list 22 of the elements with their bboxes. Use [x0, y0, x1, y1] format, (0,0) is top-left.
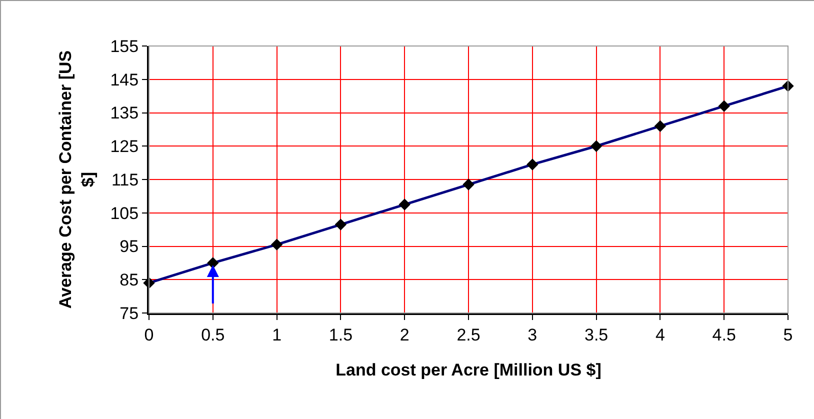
x-tick-label: 4.5 — [712, 325, 736, 344]
y-tick-label: 125 — [110, 137, 139, 156]
y-tick-label: 145 — [110, 70, 139, 90]
y-tick-label: 135 — [110, 104, 139, 123]
x-tick-label: 5 — [783, 325, 793, 344]
x-tick-label: 2.5 — [456, 325, 480, 344]
x-tick-label: 2 — [400, 325, 410, 344]
y-tick-label: 95 — [120, 237, 139, 256]
x-tick-label: 1 — [272, 325, 282, 344]
y-tick-label: 75 — [120, 304, 139, 323]
y-tick-label: 155 — [110, 36, 139, 56]
y-tick-label: 85 — [120, 270, 139, 290]
x-tick-label: 1.5 — [328, 325, 353, 344]
x-tick-label: 4 — [655, 325, 665, 344]
y-tick-label: 105 — [110, 204, 139, 223]
x-tick-label: 3.5 — [584, 325, 608, 344]
x-axis-title: Land cost per Acre [Million US $] — [336, 360, 602, 380]
x-tick-label: 0.5 — [201, 325, 225, 344]
x-tick-label: 3 — [528, 325, 538, 344]
x-tick-label: 0 — [144, 325, 154, 344]
y-tick-label: 115 — [111, 170, 139, 190]
y-axis-title: Average Cost per Container [US $] — [56, 50, 98, 309]
